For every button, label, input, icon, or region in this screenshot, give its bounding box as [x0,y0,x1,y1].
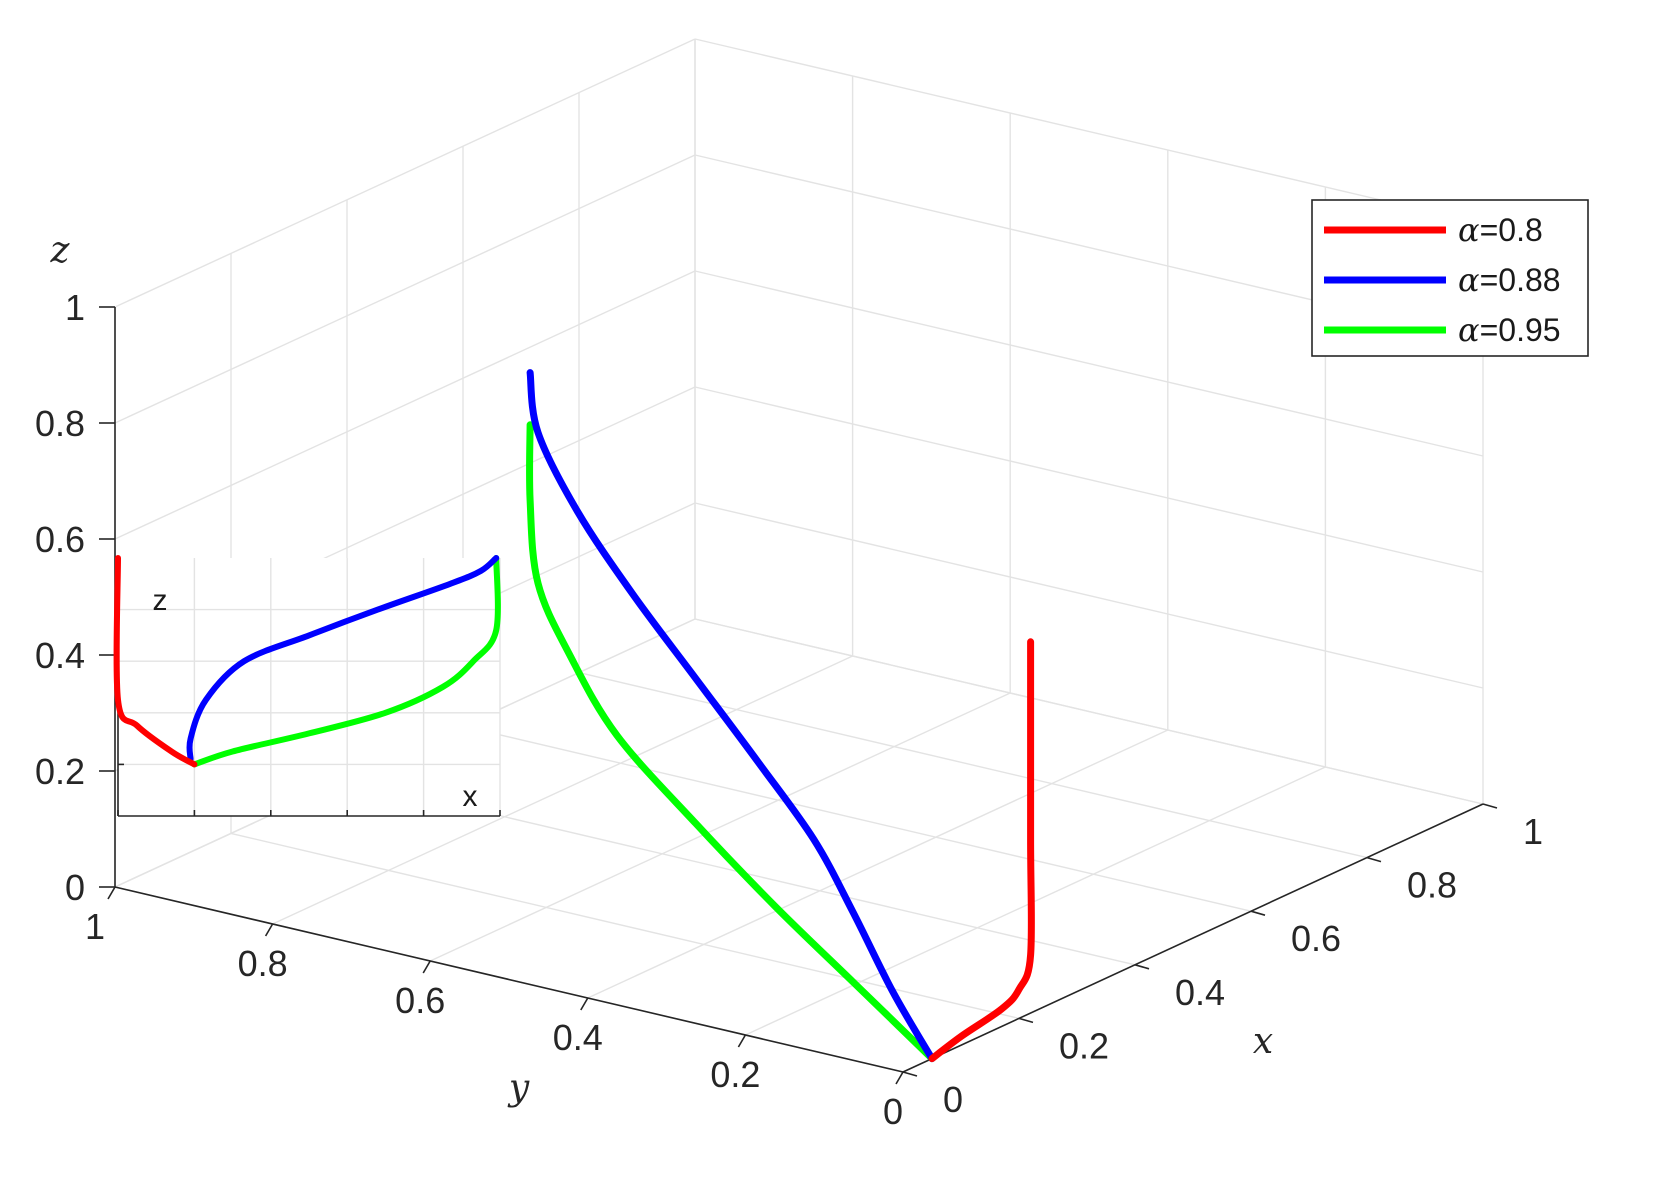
gridline [587,729,1169,999]
gridline [694,502,1484,689]
y-tick-label: 0.2 [710,1054,760,1095]
series-layer [526,369,1035,1063]
inset-chart: zx [113,555,501,817]
inset-series-line-1 [186,555,500,763]
gridline [114,38,696,308]
y-tick [580,997,589,1011]
y-tick-label: 0.8 [238,943,288,984]
legend-label-1: α=0.88 [1458,261,1561,299]
y-tick [895,1071,904,1085]
legend-label-2: α=0.95 [1458,311,1561,349]
x-tick-label: 0.4 [1175,972,1225,1013]
gridline [694,38,1484,225]
legend: α=0.8α=0.88α=0.95 [1311,199,1589,357]
x-tick [1134,964,1150,970]
gridline [745,766,1326,1036]
z-tick-label: 0 [65,867,85,908]
z-tick-label: 1 [65,287,85,328]
gridline [114,154,696,424]
x-tick-label: 0.6 [1291,918,1341,959]
x-tick [1482,803,1498,809]
z-tick-label: 0.8 [35,403,85,444]
y-axis-label: y [507,1068,530,1109]
legend-alpha-symbol: α [1458,311,1480,349]
y-tick [422,960,431,974]
z-axis-label: z [50,230,71,271]
x-tick [902,1071,918,1077]
x-tick-label: 0 [943,1079,963,1120]
z-tick-label: 0.2 [35,751,85,792]
x-tick [1250,910,1266,916]
z-tick-label: 0.4 [35,635,85,676]
inset-z-label: z [153,584,168,617]
y-tick [107,886,116,900]
gridline [272,655,853,925]
legend-label-value: =0.95 [1480,312,1561,348]
x-tick-label: 0.2 [1059,1025,1109,1066]
y-tick-label: 0.4 [553,1017,603,1058]
legend-alpha-symbol: α [1458,211,1480,249]
x-tick [1366,856,1382,863]
gridline [114,270,696,540]
x-tick-label: 0.8 [1407,865,1457,906]
inset-series-line-2 [191,555,501,768]
y-tick [737,1034,747,1048]
x-tick [1018,1017,1034,1024]
legend-alpha-symbol: α [1458,261,1480,299]
legend-label-value: =0.8 [1480,212,1543,248]
y-tick [264,923,274,937]
gridline [462,725,1252,912]
gridline [694,270,1484,457]
x-axis-line [902,803,1484,1073]
z-tick-label: 0.6 [35,519,85,560]
y-tick-label: 0.6 [395,980,445,1021]
y-axis-line [114,886,904,1073]
axes-3d: 00.20.40.60.8100.20.40.60.8100.20.40.60.… [35,230,1543,1132]
legend-label-0: α=0.8 [1458,211,1543,249]
x-axis-label: x [1253,1021,1273,1062]
y-tick-label: 1 [85,906,105,947]
x-tick-label: 1 [1523,811,1543,852]
legend-label-value: =0.88 [1480,262,1561,298]
y-tick-label: 0 [883,1091,903,1132]
inset-x-label: x [463,780,478,813]
inset-series-line-0 [113,555,198,768]
series-line-1 [526,369,936,1063]
series-line-2 [526,421,936,1063]
series-line-0 [928,638,1035,1063]
gridline [429,692,1011,962]
inset-background [118,558,500,816]
gridline [694,386,1484,573]
gridline [694,618,1484,805]
